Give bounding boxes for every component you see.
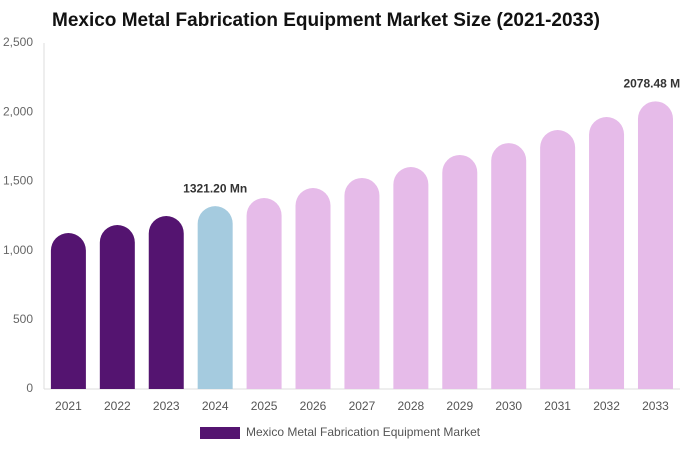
bar [589,117,625,389]
x-tick-label: 2030 [495,399,522,413]
bar [393,167,429,389]
y-tick-label: 500 [13,312,33,326]
chart-title: Mexico Metal Fabrication Equipment Marke… [52,10,600,31]
bar [295,188,331,389]
bar [197,206,233,389]
legend-label: Mexico Metal Fabrication Equipment Marke… [246,425,481,439]
legend-swatch [200,427,240,439]
value-label: 2078.48 Mn [623,77,680,91]
y-tick-label: 1,000 [3,243,33,257]
y-tick-label: 0 [26,381,33,395]
x-tick-label: 2032 [593,399,620,413]
x-tick-label: 2025 [251,399,278,413]
bar [442,154,478,389]
x-tick-label: 2022 [104,399,131,413]
x-tick-label: 2029 [446,399,473,413]
bar [99,224,135,389]
value-label: 1321.20 Mn [183,181,247,195]
y-tick-label: 2,000 [3,104,33,118]
x-tick-label: 2028 [398,399,425,413]
x-tick-label: 2026 [300,399,327,413]
x-tick-label: 2024 [202,399,229,413]
y-tick-label: 2,500 [3,35,33,49]
bar [540,130,576,390]
bar [637,101,673,389]
bar [344,177,380,389]
x-tick-label: 2023 [153,399,180,413]
bar [148,216,184,389]
y-tick-label: 1,500 [3,174,33,188]
bar [246,198,282,389]
x-tick-label: 2031 [544,399,571,413]
bar [50,233,86,389]
x-tick-label: 2021 [55,399,82,413]
x-tick-label: 2027 [349,399,376,413]
x-tick-label: 2033 [642,399,669,413]
bar [491,143,527,389]
